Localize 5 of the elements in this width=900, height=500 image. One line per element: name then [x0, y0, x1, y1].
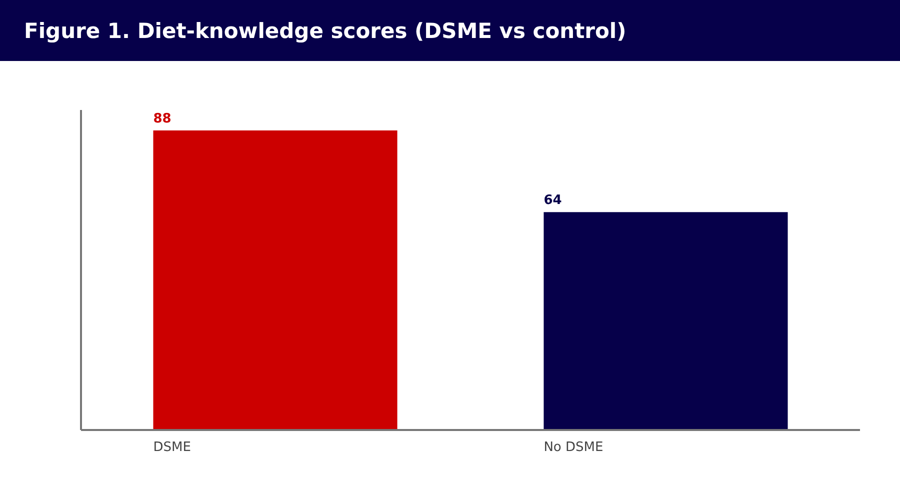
- x-tick-label: DSME: [153, 440, 191, 455]
- chart-title: Figure 1. Diet-knowledge scores (DSME vs control): [24, 19, 626, 43]
- x-tick-label: No DSME: [544, 440, 604, 455]
- data-label: 64: [544, 193, 562, 208]
- data-label: 88: [153, 111, 172, 126]
